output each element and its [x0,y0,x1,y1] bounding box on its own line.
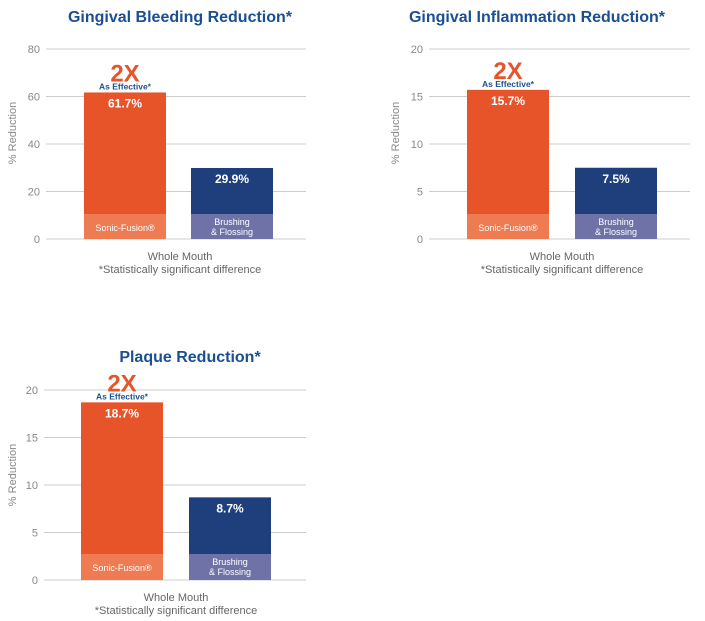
bar-value-label: 29.9% [215,172,249,186]
chart-svg: Gingival Inflammation Reduction* % Reduct… [390,9,690,276]
y-tick-label: 10 [26,480,38,492]
bar-brushing-flossing [191,167,273,214]
category-label: Sonic-Fusion® [92,563,152,573]
chart-title: Gingival Bleeding Reduction* [68,9,293,26]
category-label: Sonic-Fusion® [478,223,538,233]
category-label: Brushing [212,557,248,567]
badge-2x: 2X [110,60,139,87]
y-axis-label: % Reduction [390,102,402,164]
y-tick-label: 15 [26,433,38,445]
y-tick-label: 40 [28,139,40,151]
bar-brushing-flossing [575,167,657,214]
y-tick-label: 60 [28,92,40,104]
chart-svg: Plaque Reduction* % Reduction 0 5 10 15 20 18.7… [7,349,306,617]
y-tick-label: 0 [417,234,423,246]
bar-sonic-fusion [81,402,163,554]
y-tick-label: 20 [28,187,40,199]
y-tick-label: 20 [26,385,38,397]
y-tick-label: 0 [34,234,40,246]
bar-base-sonic-fusion [467,214,549,239]
y-tick-label: 20 [411,44,423,56]
bar-base-brushing-flossing [191,214,273,239]
chart-gingival-inflammation: Gingival Inflammation Reduction* % Reduct… [370,0,705,290]
bar-value-label: 15.7% [491,94,525,108]
footnote: *Statistically significant difference [95,605,257,617]
chart-gingival-bleeding: Gingival Bleeding Reduction* % Reduction 0… [0,0,352,290]
chart-title: Gingival Inflammation Reduction* [409,9,666,26]
x-axis-label: Whole Mouth [530,251,595,263]
badge-as-effective: As Effective* [482,79,535,89]
chart-plaque: Plaque Reduction* % Reduction 0 5 10 15 20 18.7… [0,340,352,621]
y-tick-label: 5 [417,187,423,199]
category-label: & Flossing [595,227,637,237]
badge-2x: 2X [107,370,136,397]
bar-sonic-fusion [467,89,549,214]
bar-base-sonic-fusion [81,554,163,580]
chart-title: Plaque Reduction* [119,349,261,366]
bar-base-brushing-flossing [575,214,657,239]
y-axis-label: % Reduction [7,102,19,164]
bar-base-brushing-flossing [189,554,271,580]
category-label: Sonic-Fusion® [95,223,155,233]
bar-value-label: 7.5% [602,172,630,186]
x-axis-label: Whole Mouth [148,251,213,263]
y-tick-label: 10 [411,139,423,151]
y-tick-label: 0 [32,575,38,587]
bar-base-sonic-fusion [84,214,166,239]
bar-value-label: 8.7% [216,501,244,515]
y-tick-label: 80 [28,44,40,56]
badge-as-effective: As Effective* [99,81,152,91]
badge-as-effective: As Effective* [96,391,149,401]
category-label: Brushing [214,217,250,227]
x-axis-label: Whole Mouth [144,592,209,604]
bar-value-label: 61.7% [108,96,142,110]
y-tick-label: 15 [411,92,423,104]
bar-value-label: 18.7% [105,406,139,420]
bar-sonic-fusion [84,92,166,214]
category-label: Brushing [598,217,634,227]
footnote: *Statistically significant difference [99,264,261,276]
y-tick-label: 5 [32,528,38,540]
y-axis-label: % Reduction [7,444,19,506]
category-label: & Flossing [209,567,251,577]
chart-svg: Gingival Bleeding Reduction* % Reduction 0… [7,9,306,276]
bar-brushing-flossing [189,497,271,554]
badge-2x: 2X [493,58,522,85]
category-label: & Flossing [211,227,253,237]
footnote: *Statistically significant difference [481,264,643,276]
